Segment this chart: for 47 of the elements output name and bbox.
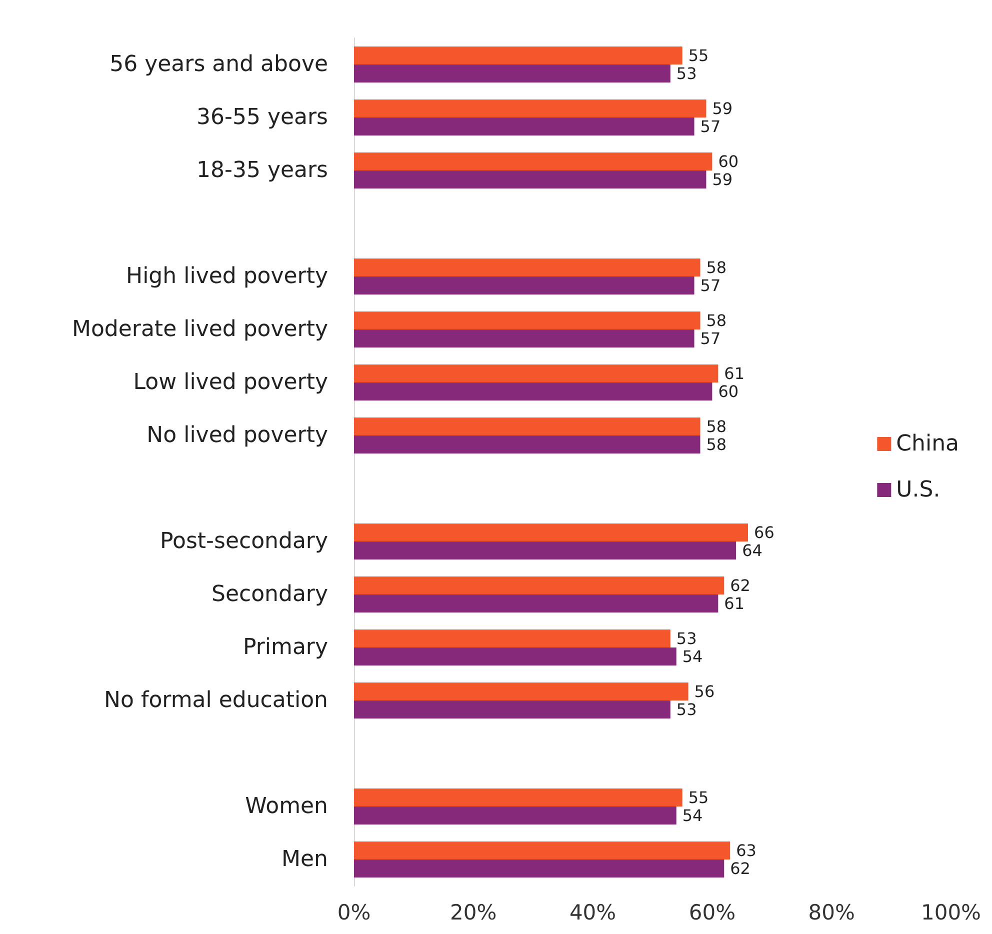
data-label: 61 [724, 364, 745, 383]
data-label: 58 [706, 435, 727, 454]
data-label: 66 [754, 523, 774, 542]
data-label: 58 [706, 311, 727, 330]
data-label: 62 [730, 576, 750, 595]
data-label: 55 [688, 46, 709, 65]
data-label: 62 [730, 859, 750, 878]
y-tick-label: Primary [242, 635, 328, 660]
data-label: 57 [700, 276, 721, 295]
data-label: 58 [706, 258, 727, 277]
y-tick-label: 56 years and above [110, 52, 328, 77]
x-tick-label: 20% [450, 900, 497, 924]
data-label: 55 [688, 788, 709, 807]
x-tick-label: 80% [808, 900, 855, 924]
x-tick-label: 40% [569, 900, 616, 924]
y-tick-label: 18-35 years [196, 158, 328, 183]
data-label: 64 [742, 541, 762, 560]
data-label: 57 [700, 117, 721, 136]
legend-label: U.S. [896, 478, 940, 502]
data-label: 58 [706, 417, 727, 436]
data-label: 53 [676, 629, 697, 648]
data-label: 56 [694, 682, 715, 701]
y-tick-label: 36-55 years [196, 105, 328, 130]
data-label: 60 [718, 152, 739, 171]
legend-label: China [896, 432, 959, 456]
x-tick-label: 0% [337, 900, 371, 924]
y-tick-label: Post-secondary [160, 529, 328, 554]
data-label: 59 [712, 170, 733, 189]
x-tick-label: 100% [920, 900, 982, 924]
data-label: 60 [718, 382, 739, 401]
y-tick-label: No lived poverty [146, 423, 328, 448]
y-tick-label: Secondary [211, 582, 328, 607]
data-label: 53 [676, 700, 697, 719]
data-label: 63 [736, 841, 756, 860]
y-tick-label: Women [245, 794, 328, 819]
y-tick-label: No formal education [104, 688, 328, 713]
y-tick-label: Moderate lived poverty [72, 317, 328, 342]
data-label: 59 [712, 99, 733, 118]
data-label: 61 [724, 594, 745, 613]
y-tick-label: Low lived poverty [133, 370, 328, 395]
data-label: 54 [682, 647, 703, 666]
x-tick-label: 60% [688, 900, 736, 924]
data-label: 53 [676, 64, 697, 83]
data-label: 54 [682, 806, 703, 825]
y-tick-label: Men [282, 847, 328, 872]
data-label: 57 [700, 329, 721, 348]
y-tick-label: High lived poverty [126, 264, 328, 289]
